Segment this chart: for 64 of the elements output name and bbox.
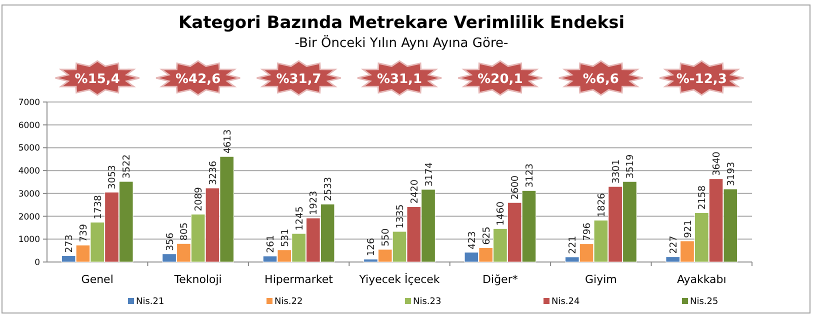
data-label: 3522 xyxy=(122,154,133,178)
y-tick-label: 3000 xyxy=(18,189,40,200)
text: %31,7 xyxy=(276,72,322,87)
data-label: 1335 xyxy=(395,204,406,228)
legend-label: Nis.24 xyxy=(552,297,580,307)
legend-label: Nis.21 xyxy=(136,297,164,307)
data-label: 356 xyxy=(164,232,176,251)
data-label: 227 xyxy=(668,236,680,254)
data-label: 261 xyxy=(266,234,277,254)
data-label: 3123 xyxy=(524,163,536,188)
x-tick-label: Ayakkabı xyxy=(676,273,726,286)
data-label: 1738 xyxy=(92,195,104,220)
data-label: 1826 xyxy=(596,193,608,218)
text: %20,1 xyxy=(478,72,523,87)
data-label: 1923 xyxy=(308,190,320,216)
x-tick-label: Yiyecek İçecek xyxy=(358,272,440,286)
x-tick-label: Genel xyxy=(81,273,114,286)
data-label: 739 xyxy=(78,224,90,242)
text: %-12,3 xyxy=(676,72,727,87)
data-label: 3301 xyxy=(610,159,622,184)
y-tick-label: 7000 xyxy=(18,98,40,108)
data-label: 3053 xyxy=(107,165,118,190)
y-tick-label: 5000 xyxy=(18,144,40,154)
y-tick-label: 6000 xyxy=(18,120,40,131)
data-label: 221 xyxy=(568,236,579,254)
data-label: 2533 xyxy=(323,176,334,202)
data-label: 273 xyxy=(64,234,76,253)
data-label: 2089 xyxy=(194,187,205,212)
data-label: 3519 xyxy=(625,154,636,179)
data-label: 805 xyxy=(179,222,190,241)
x-tick-label: Hipermarket xyxy=(264,273,334,286)
legend-label: Nis.23 xyxy=(413,297,442,307)
legend-label: Nis.25 xyxy=(690,297,718,307)
data-label: 1245 xyxy=(294,206,306,231)
data-label: 1460 xyxy=(496,201,507,226)
data-label: 4613 xyxy=(222,129,234,154)
data-label: 3236 xyxy=(208,160,219,186)
data-label: 3193 xyxy=(726,162,737,186)
y-tick-label: 1000 xyxy=(18,235,40,246)
data-label: 531 xyxy=(280,228,291,247)
chart-title: Kategori Bazında Metrekare Verimlilik Endeksi xyxy=(178,13,625,33)
y-tick-label: 2000 xyxy=(18,212,40,222)
y-tick-label: 4000 xyxy=(18,166,40,177)
data-label: 423 xyxy=(466,231,478,250)
x-tick-label: Giyim xyxy=(584,273,617,286)
y-tick-label: 0 xyxy=(34,258,40,268)
data-label: 2600 xyxy=(510,175,522,200)
data-label: 3640 xyxy=(712,152,723,176)
data-label: 921 xyxy=(682,220,694,238)
x-tick-label: Diğer* xyxy=(482,273,518,286)
text: %31,1 xyxy=(376,72,422,87)
data-label: 796 xyxy=(582,222,594,241)
text: %42,6 xyxy=(176,72,221,87)
chart-subtitle: -Bir Önceki Yılın Aynı Ayına Göre- xyxy=(294,35,509,51)
data-label: 126 xyxy=(366,238,378,256)
data-label: 2420 xyxy=(409,180,420,204)
data-label: 3174 xyxy=(424,162,435,186)
data-label: 625 xyxy=(481,226,492,245)
data-label: 550 xyxy=(380,228,392,246)
text: %15,4 xyxy=(74,72,120,87)
legend-label: Nis.22 xyxy=(274,297,303,307)
data-label: 2158 xyxy=(697,185,708,210)
text: %6,6 xyxy=(582,72,619,87)
x-tick-label: Teknoloji xyxy=(173,273,222,286)
